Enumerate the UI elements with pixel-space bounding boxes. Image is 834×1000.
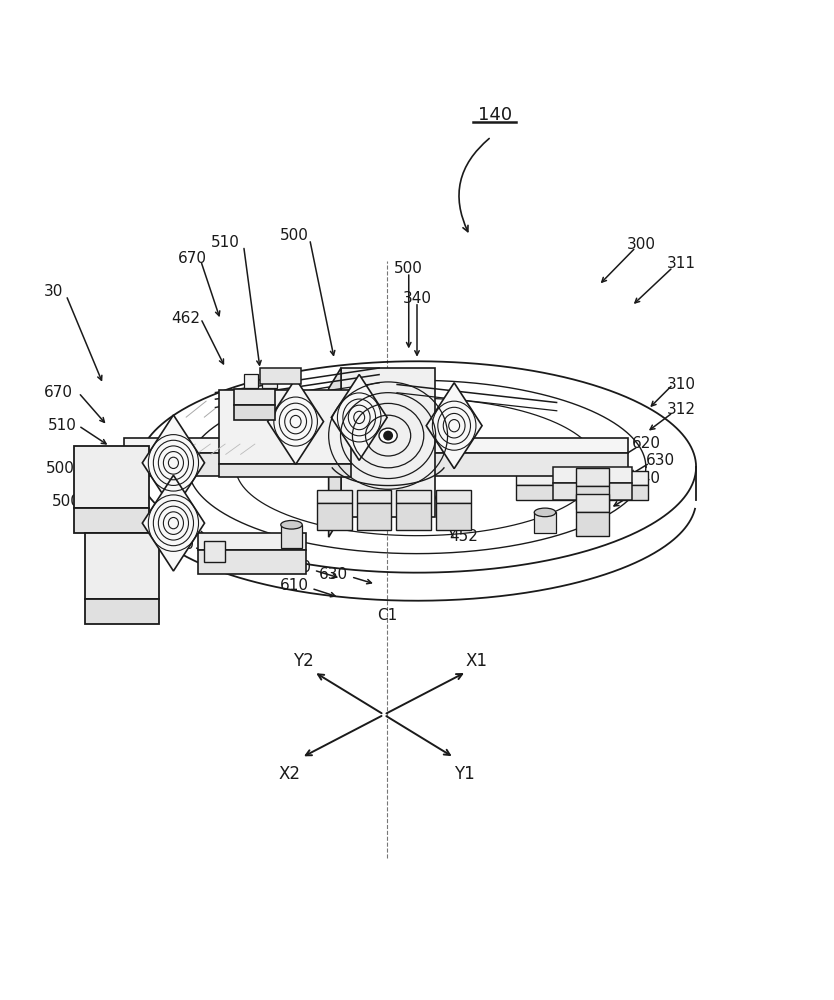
Text: 340: 340 [150, 517, 178, 532]
Text: 311: 311 [666, 256, 696, 271]
Text: X2: X2 [279, 765, 301, 783]
Circle shape [383, 431, 393, 441]
Polygon shape [575, 512, 609, 536]
Text: X1: X1 [465, 652, 487, 670]
Polygon shape [575, 468, 609, 486]
Text: 670: 670 [178, 251, 207, 266]
Polygon shape [143, 475, 204, 571]
Text: Y1: Y1 [455, 765, 475, 783]
Polygon shape [396, 503, 431, 530]
Text: 500: 500 [52, 494, 81, 509]
Polygon shape [74, 446, 148, 508]
Polygon shape [317, 490, 352, 503]
Polygon shape [426, 383, 482, 469]
Polygon shape [219, 464, 351, 477]
Text: 500: 500 [394, 261, 423, 276]
Polygon shape [516, 471, 648, 485]
Bar [281, 525, 302, 548]
Text: 630: 630 [319, 567, 348, 582]
Polygon shape [204, 541, 225, 562]
Polygon shape [436, 503, 470, 530]
Bar [535, 512, 555, 533]
Text: 640: 640 [632, 471, 661, 486]
Text: 500: 500 [46, 461, 75, 476]
Polygon shape [436, 490, 470, 503]
Text: 610: 610 [619, 488, 648, 503]
Text: Y2: Y2 [293, 652, 314, 670]
Text: 340: 340 [403, 291, 431, 306]
Polygon shape [85, 533, 159, 599]
Text: C1: C1 [377, 608, 397, 623]
Polygon shape [198, 550, 305, 574]
Text: 312: 312 [666, 402, 696, 417]
Ellipse shape [535, 508, 555, 517]
Polygon shape [260, 368, 301, 384]
Polygon shape [341, 368, 435, 517]
Text: 310: 310 [666, 377, 696, 392]
Text: 452: 452 [449, 529, 478, 544]
Polygon shape [74, 508, 148, 533]
Text: 610: 610 [280, 578, 309, 593]
Polygon shape [329, 368, 341, 537]
Polygon shape [124, 453, 627, 476]
Text: 620: 620 [632, 436, 661, 451]
Polygon shape [124, 438, 627, 453]
Polygon shape [198, 533, 305, 550]
Polygon shape [575, 494, 609, 512]
Text: 670: 670 [44, 385, 73, 400]
Text: 462: 462 [171, 311, 200, 326]
Polygon shape [85, 599, 159, 624]
Text: 300: 300 [627, 237, 656, 252]
Text: 510: 510 [48, 418, 77, 433]
Text: 140: 140 [478, 106, 512, 124]
Polygon shape [331, 374, 387, 460]
Polygon shape [262, 374, 277, 388]
Polygon shape [357, 490, 391, 503]
Ellipse shape [281, 520, 302, 529]
Polygon shape [244, 374, 259, 388]
Text: 500: 500 [280, 228, 309, 243]
Polygon shape [396, 490, 431, 503]
Polygon shape [516, 485, 648, 500]
Text: 510: 510 [211, 235, 240, 250]
Text: 640: 640 [283, 560, 312, 575]
Polygon shape [553, 467, 631, 483]
Polygon shape [357, 503, 391, 530]
Polygon shape [143, 415, 204, 511]
Polygon shape [268, 379, 324, 464]
Polygon shape [575, 486, 609, 509]
Polygon shape [234, 405, 275, 420]
Polygon shape [234, 389, 275, 405]
Text: 30: 30 [44, 284, 63, 299]
Ellipse shape [379, 428, 397, 443]
Text: 630: 630 [646, 453, 676, 468]
Polygon shape [553, 483, 631, 500]
Text: 620: 620 [165, 537, 194, 552]
Polygon shape [317, 503, 352, 530]
Polygon shape [219, 390, 351, 464]
